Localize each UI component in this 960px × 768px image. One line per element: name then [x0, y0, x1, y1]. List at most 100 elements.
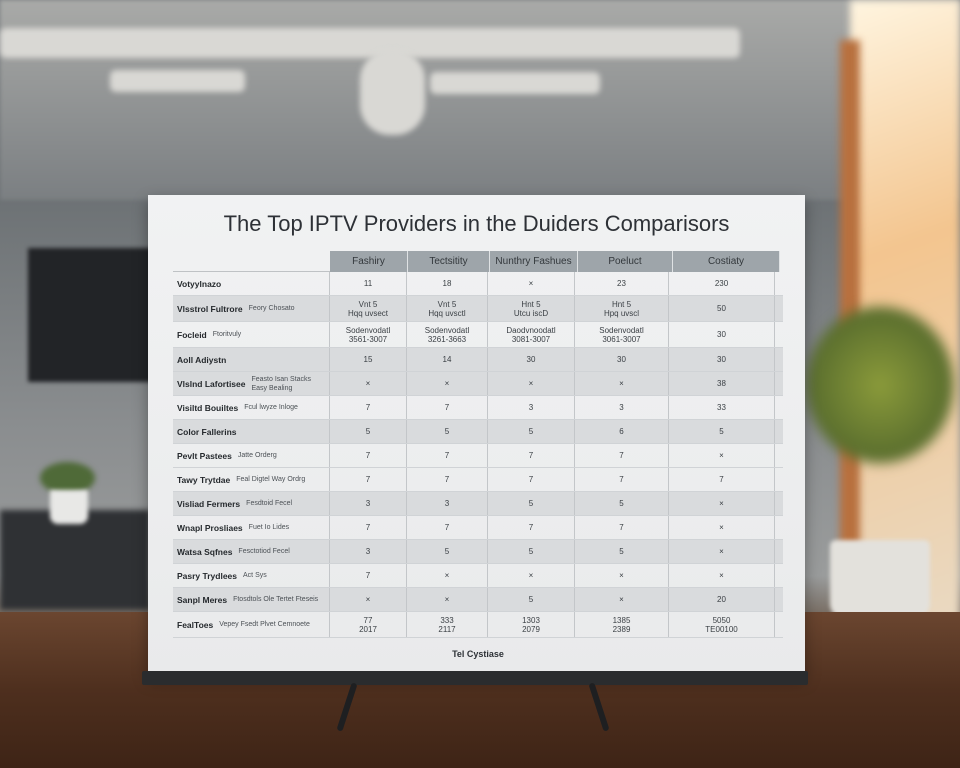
row-label: Vlslnd Lafortisee — [177, 378, 246, 389]
row-label-cell: Watsa Sqfnes Fesctotiod Fecel — [173, 540, 330, 563]
table-row: Vlsstrol Fultrore Feory Chosato Vnt 5 Hqq … — [173, 296, 783, 322]
ceiling-beam — [430, 72, 600, 94]
table-row: Focleid Ftoritvuly Sodenvodatl 3561-3007 So… — [173, 322, 783, 348]
table-cell: 7 — [330, 444, 407, 467]
table-cell: Sodenvodatl 3561-3007 — [330, 322, 407, 347]
table-cell: 5 — [575, 492, 669, 515]
board-title: The Top IPTV Providers in the Duiders Co… — [223, 211, 730, 236]
table-cell: 3 — [488, 396, 575, 419]
row-label: Wnapl Prosliaes — [177, 522, 243, 533]
table-row: Color Fallerins 5 5 5 6 5 — [173, 420, 783, 444]
table-cell: 5 — [669, 420, 775, 443]
table-cell: 5 — [488, 540, 575, 563]
table-cell: 6 — [575, 420, 669, 443]
table-row: Vlslnd Lafortisee Feasto Isan Stacks Easy… — [173, 372, 783, 396]
table-cell: 5 — [488, 588, 575, 611]
table-cell: 7 — [330, 396, 407, 419]
row-label-cell: Sanpl Meres Ftosdtols Ole Tertet Fteseis — [173, 588, 330, 611]
table-cell: 7 — [407, 516, 488, 539]
easel-ledge — [142, 671, 808, 685]
row-label-cell: Pevlt Pastees Jatte Orderg — [173, 444, 330, 467]
table-cell: Vnt 5 Hqq uvsctl — [407, 296, 488, 321]
sideboard — [0, 510, 150, 610]
table-cell: × — [488, 372, 575, 395]
row-label: Focleid — [177, 329, 207, 340]
table-cell: 30 — [669, 322, 775, 347]
row-label: Vlsstrol Fultrore — [177, 303, 243, 314]
table-cell: 7 — [330, 516, 407, 539]
row-sublabel: Fesctotiod Fecel — [238, 548, 290, 555]
table-cell: 5 — [407, 420, 488, 443]
table-row: Votyylnazo 11 18 × 23 230 — [173, 272, 783, 296]
row-label: Pasry Trydlees — [177, 570, 238, 581]
ceiling-beam — [110, 70, 245, 92]
row-label: Visiltd Bouiltes — [177, 402, 239, 413]
ceiling-beam — [0, 28, 740, 58]
table-cell: 50 — [669, 296, 775, 321]
table-cell: 7 — [669, 468, 775, 491]
table-row: Aoll Adiystn 15 14 30 30 30 — [173, 348, 783, 372]
row-label: Watsa Sqfnes — [177, 546, 233, 557]
row-sublabel: Vepey Fsedt Plvet Cemnoete — [219, 621, 310, 628]
row-label-cell: Color Fallerins — [173, 420, 330, 443]
table-row: Visiltd Bouiltes Fcul lwyze Inloge 7 7 3 3 33 — [173, 396, 783, 420]
table-cell: Daodvnoodatl 3081-3007 — [488, 322, 575, 347]
table-cell: 7 — [407, 396, 488, 419]
table-row: Wnapl Prosliaes Fuet Io Lides 7 7 7 7 × — [173, 516, 783, 540]
table-cell: 30 — [575, 348, 669, 371]
table-cell: × — [330, 588, 407, 611]
row-label-cell: Visliad Fermers Fesdtoid Fecel — [173, 492, 330, 515]
table-cell: 20 — [669, 588, 775, 611]
table-cell: 7 — [407, 468, 488, 491]
table-cell: × — [488, 272, 575, 295]
board-content: Fashiry Tectsitity Nunthry Fashues Poeluct C… — [173, 251, 783, 660]
row-label: Color Fallerins — [177, 426, 237, 437]
row-label-cell: Votyylnazo — [173, 272, 330, 295]
table-cell: × — [575, 564, 669, 587]
comparison-board: The Top IPTV Providers in the Duiders Co… — [148, 195, 805, 675]
row-label-cell: Vlsstrol Fultrore Feory Chosato — [173, 296, 330, 321]
row-label: FealToes — [177, 619, 214, 630]
table-cell: 7 — [330, 468, 407, 491]
table-row: Sanpl Meres Ftosdtols Ole Tertet Fteseis ×… — [173, 588, 783, 612]
table-row: Pevlt Pastees Jatte Orderg 7 7 7 7 × — [173, 444, 783, 468]
row-label: Tawy Trytdae — [177, 474, 231, 485]
board-footer: Tel Cystiase — [452, 649, 504, 659]
table-cell: 7 — [488, 468, 575, 491]
table-cell: × — [407, 372, 488, 395]
table-cell: 3 — [330, 540, 407, 563]
table-cell: × — [669, 564, 775, 587]
row-label-cell: Tawy Trytdae Feal Digtel Way Ordrg — [173, 468, 330, 491]
table-cell: 33 — [669, 396, 775, 419]
plant-left — [40, 462, 95, 494]
row-label: Sanpl Meres — [177, 594, 228, 605]
ceiling-duct — [360, 50, 425, 135]
table-cell: 14 — [407, 348, 488, 371]
table-cell: 7 — [330, 564, 407, 587]
table-cell: 7 — [575, 468, 669, 491]
column-header: Tectsitity — [408, 251, 490, 272]
table-cell: Hnt 5 Hpq uvscl — [575, 296, 669, 321]
table-cell: Vnt 5 Hqq uvsect — [330, 296, 407, 321]
table-cell: 1385 2389 — [575, 612, 669, 637]
row-label-cell: Aoll Adiystn — [173, 348, 330, 371]
row-label: Votyylnazo — [177, 278, 222, 289]
row-sublabel: Act Sys — [243, 572, 267, 579]
table-cell: 3 — [575, 396, 669, 419]
table-cell: 30 — [488, 348, 575, 371]
table-cell: × — [669, 540, 775, 563]
row-sublabel: Feal Digtel Way Ordrg — [236, 476, 306, 483]
wall-tv — [28, 248, 160, 382]
row-label: Visliad Fermers — [177, 498, 241, 509]
table-header: Fashiry Tectsitity Nunthry Fashues Poeluct C… — [173, 251, 783, 272]
row-sublabel: Jatte Orderg — [237, 452, 277, 459]
row-label-cell: FealToes Vepey Fsedt Plvet Cemnoete — [173, 612, 330, 637]
table-cell: × — [407, 564, 488, 587]
row-sublabel: Ftosdtols Ole Tertet Fteseis — [233, 596, 319, 603]
table-cell: 77 2017 — [330, 612, 407, 637]
row-label: Pevlt Pastees — [177, 450, 232, 461]
table-cell: 38 — [669, 372, 775, 395]
table-cell: × — [575, 372, 669, 395]
row-sublabel: Fuet Io Lides — [248, 524, 290, 531]
table-cell: 7 — [575, 516, 669, 539]
